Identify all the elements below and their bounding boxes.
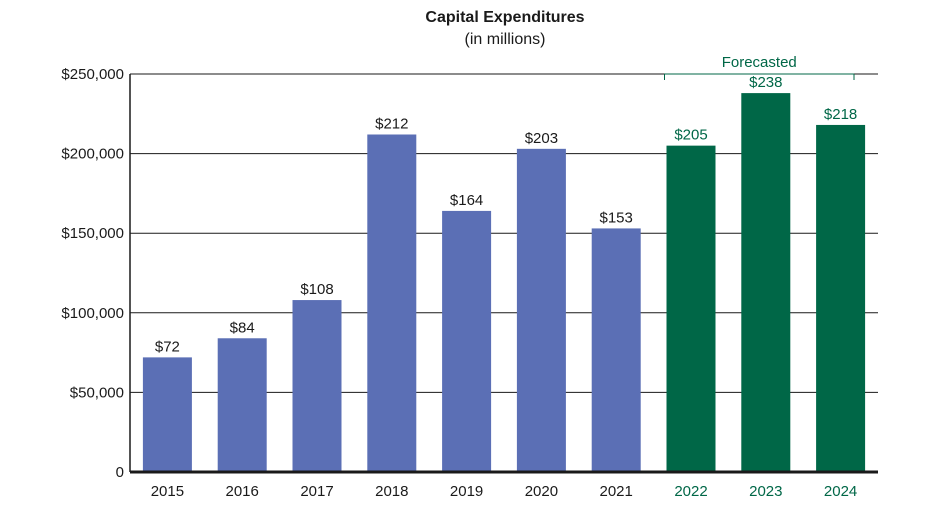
y-tick-label: 0 bbox=[116, 464, 124, 481]
data-label-2019: $164 bbox=[450, 192, 483, 209]
bar-2019 bbox=[442, 210, 492, 473]
category-label-2018: 2018 bbox=[375, 483, 408, 500]
data-label-2024: $218 bbox=[824, 106, 857, 123]
category-label-2023: 2023 bbox=[749, 483, 782, 500]
data-label-2018: $212 bbox=[375, 115, 408, 132]
chart-subtitle: (in millions) bbox=[465, 31, 546, 48]
category-label-2017: 2017 bbox=[300, 483, 333, 500]
y-tick-label: $150,000 bbox=[61, 225, 124, 242]
data-label-2020: $203 bbox=[525, 130, 558, 147]
data-label-2017: $108 bbox=[300, 281, 333, 298]
data-labels: $72 $84 $108 $212 $164 $203 $153 $205 $238 $218 bbox=[155, 74, 857, 355]
bar-2018 bbox=[367, 134, 417, 472]
category-label-2019: 2019 bbox=[450, 483, 483, 500]
category-label-2020: 2020 bbox=[525, 483, 558, 500]
bar-2017 bbox=[292, 300, 342, 472]
y-tick-label: $250,000 bbox=[61, 66, 124, 83]
y-tick-label: $200,000 bbox=[61, 146, 124, 163]
data-label-2016: $84 bbox=[230, 319, 255, 336]
y-tick-label: $100,000 bbox=[61, 305, 124, 322]
data-label-2021: $153 bbox=[600, 209, 633, 226]
forecast-label: Forecasted bbox=[722, 54, 797, 71]
chart-title: Capital Expenditures bbox=[425, 9, 584, 26]
category-label-2015: 2015 bbox=[151, 483, 184, 500]
forecast-bracket: Forecasted bbox=[664, 54, 855, 80]
data-label-2015: $72 bbox=[155, 338, 180, 355]
y-axis-tick-labels: 0 $50,000 $100,000 $150,000 $200,000 $250,000 bbox=[61, 66, 124, 481]
x-axis-category-labels: 2015 2016 2017 2018 2019 2020 2021 2022 2023 2024 bbox=[151, 483, 858, 500]
category-label-2021: 2021 bbox=[600, 483, 633, 500]
bar-2016 bbox=[217, 338, 267, 472]
bar-2015 bbox=[142, 357, 192, 472]
bar-2023 bbox=[741, 93, 791, 472]
bars bbox=[142, 93, 866, 473]
bar-2020 bbox=[516, 148, 566, 472]
data-label-2022: $205 bbox=[674, 127, 707, 144]
bar-2022 bbox=[666, 145, 716, 472]
bar-2021 bbox=[591, 228, 641, 472]
category-label-2016: 2016 bbox=[226, 483, 259, 500]
category-label-2022: 2022 bbox=[674, 483, 707, 500]
category-label-2024: 2024 bbox=[824, 483, 857, 500]
bar-2024 bbox=[816, 124, 866, 472]
data-label-2023: $238 bbox=[749, 74, 782, 91]
y-tick-label: $50,000 bbox=[70, 384, 124, 401]
